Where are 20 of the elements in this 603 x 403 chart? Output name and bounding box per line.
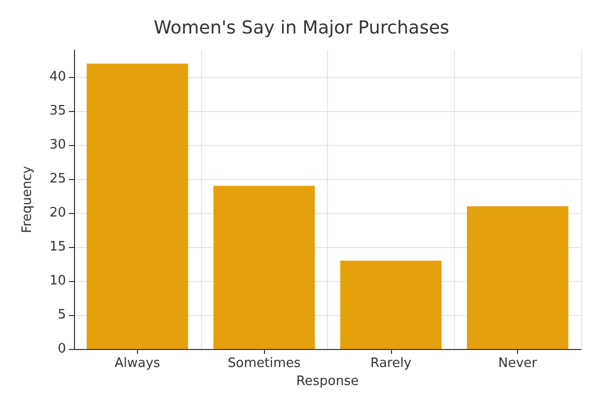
bar [86,64,188,349]
y-tick-label: 35 [49,104,66,119]
x-tick-label: Never [498,356,538,371]
bar [466,206,568,349]
bar [213,186,315,349]
y-axis-title: Frequency [20,166,35,234]
x-tick-label: Sometimes [228,356,301,371]
y-tick-label: 5 [58,308,66,323]
bar [340,260,442,349]
chart-title: Women's Say in Major Purchases [154,18,450,38]
y-tick-label: 10 [49,274,66,289]
y-tick-label: 20 [49,206,66,221]
y-tick-label: 0 [58,342,66,356]
y-tick-label: 30 [49,138,66,153]
y-tick-label: 15 [49,240,66,255]
y-tick-label: 25 [49,172,66,187]
x-axis-title: Response [296,374,359,389]
x-tick-label: Always [114,356,160,371]
y-tick-label: 40 [49,70,66,85]
x-tick-label: Rarely [370,356,412,371]
